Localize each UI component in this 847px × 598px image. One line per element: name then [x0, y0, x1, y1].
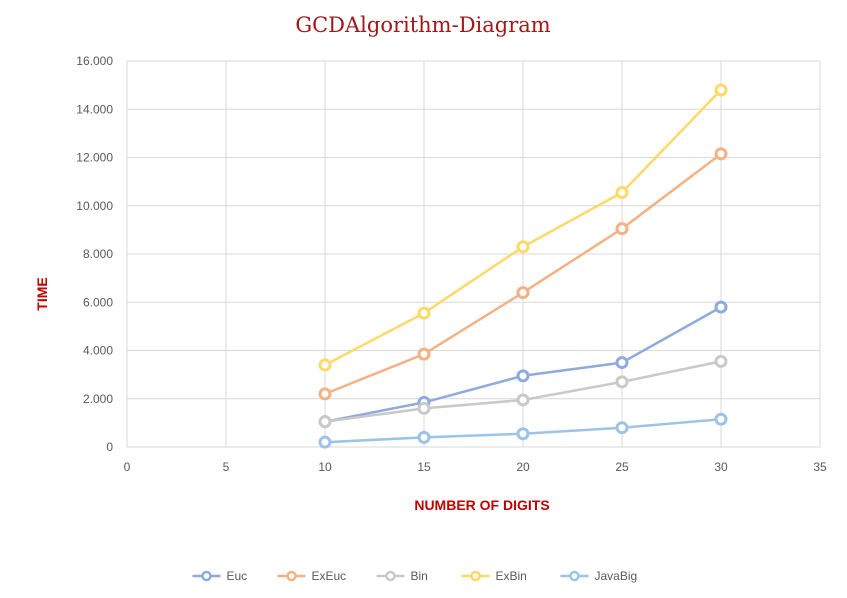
y-tick-label: 6.000: [83, 295, 113, 309]
legend-swatch-marker: [201, 570, 212, 582]
x-axis-ticks: 0 5 10 15 20 25 30 35: [124, 460, 827, 474]
data-point: [516, 369, 530, 383]
data-point: [318, 415, 332, 429]
data-point: [714, 300, 728, 314]
legend-item-euc: Euc: [192, 569, 248, 583]
y-tick-label: 14.000: [76, 102, 113, 116]
y-tick-label: 8.000: [83, 247, 113, 261]
chart-title: GCDAlgorithm-Diagram: [295, 13, 550, 37]
legend-label: Euc: [227, 569, 248, 583]
legend-item-exeuc: ExEuc: [277, 569, 347, 583]
y-tick-label: 10.000: [76, 199, 113, 213]
y-axis-ticks: 0 2.000 4.000 6.000 8.000 10.000 12.000 14.000 1…: [76, 54, 113, 454]
data-point: [714, 412, 728, 426]
data-point: [318, 435, 332, 449]
legend-item-javabig: JavaBig: [560, 569, 638, 583]
series-bin: [318, 354, 728, 429]
legend: Euc ExEuc Bin ExBin JavaBig: [192, 569, 638, 583]
x-tick-label: 0: [124, 460, 131, 474]
y-tick-label: 4.000: [83, 344, 113, 358]
series-euc: [318, 300, 728, 429]
legend-label: ExBin: [496, 569, 527, 583]
y-tick-label: 0: [106, 440, 113, 454]
data-point: [417, 347, 431, 361]
x-tick-label: 25: [615, 460, 629, 474]
x-tick-label: 5: [223, 460, 230, 474]
legend-label: ExEuc: [312, 569, 347, 583]
legend-swatch-marker: [470, 570, 481, 582]
data-point: [714, 354, 728, 368]
gridlines: [126, 60, 821, 448]
data-point: [516, 393, 530, 407]
data-point: [417, 401, 431, 415]
data-point: [318, 387, 332, 401]
data-point: [417, 306, 431, 320]
legend-swatch-marker: [385, 570, 396, 582]
legend-swatch-marker: [569, 570, 580, 582]
series-lines: [318, 83, 728, 449]
x-tick-label: 15: [417, 460, 431, 474]
legend-item-bin: Bin: [376, 569, 428, 583]
x-tick-label: 30: [714, 460, 728, 474]
x-tick-label: 35: [813, 460, 827, 474]
series-exbin: [318, 83, 728, 372]
x-tick-label: 10: [318, 460, 332, 474]
data-point: [516, 240, 530, 254]
data-point: [615, 356, 629, 370]
data-point: [615, 421, 629, 435]
data-point: [714, 83, 728, 97]
data-point: [615, 185, 629, 199]
legend-swatch-marker: [286, 570, 297, 582]
series-javabig: [318, 412, 728, 449]
y-tick-label: 12.000: [76, 151, 113, 165]
x-tick-label: 20: [516, 460, 530, 474]
data-point: [516, 427, 530, 441]
legend-label: Bin: [411, 569, 428, 583]
data-point: [615, 222, 629, 236]
y-tick-label: 2.000: [83, 392, 113, 406]
data-point: [516, 286, 530, 300]
x-axis-title: NUMBER OF DIGITS: [414, 497, 549, 513]
data-point: [318, 358, 332, 372]
legend-label: JavaBig: [595, 569, 638, 583]
y-tick-label: 16.000: [76, 54, 113, 68]
legend-item-exbin: ExBin: [461, 569, 527, 583]
y-axis-title: TIME: [34, 277, 50, 310]
data-point: [417, 430, 431, 444]
data-point: [714, 147, 728, 161]
data-point: [615, 375, 629, 389]
series-exeuc: [318, 147, 728, 401]
